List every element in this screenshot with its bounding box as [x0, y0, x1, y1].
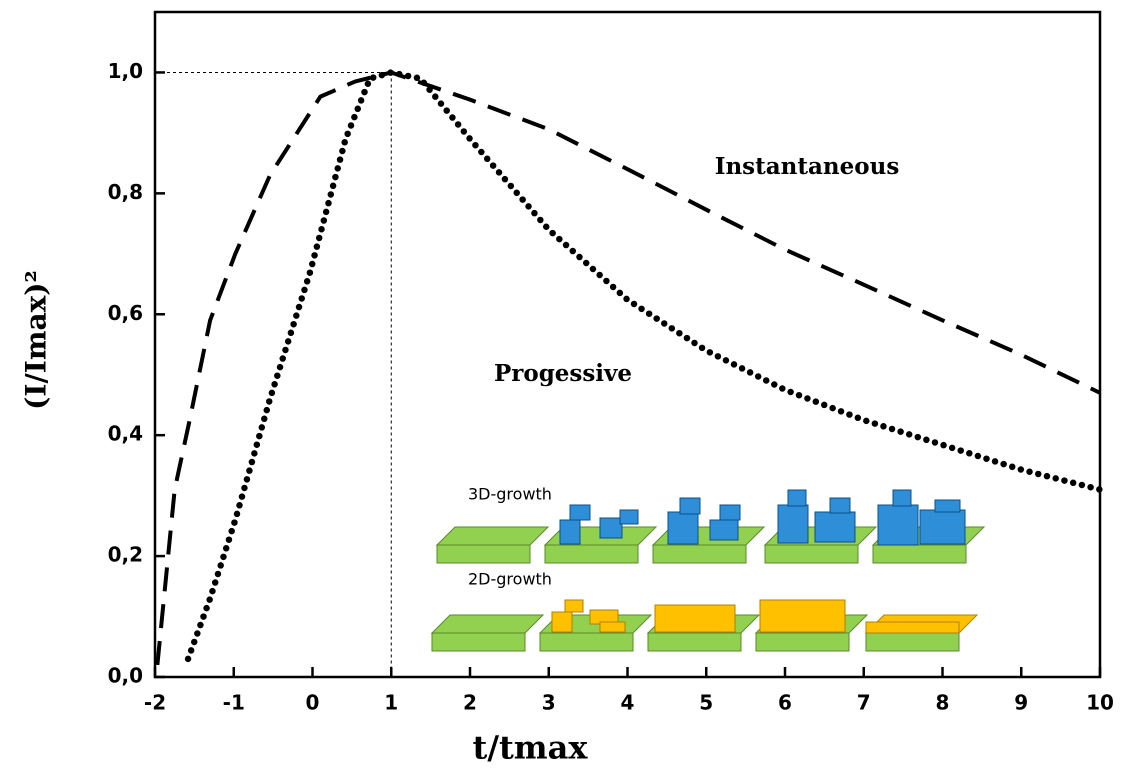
x-tick-label: 7: [857, 691, 871, 715]
y-tick-label: 1,0: [108, 59, 143, 83]
x-tick-label: 10: [1086, 691, 1114, 715]
x-tick-label: 0: [306, 691, 320, 715]
x-tick-label: 9: [1014, 691, 1028, 715]
y-axis-label: (I/Imax)²: [20, 270, 53, 410]
x-tick-label: 5: [699, 691, 713, 715]
y-tick-label: 0,8: [108, 180, 143, 204]
x-tick-label: 6: [778, 691, 792, 715]
series-line: [188, 72, 1100, 658]
x-tick-label: -1: [223, 691, 245, 715]
y-tick-label: 0,6: [108, 301, 143, 325]
x-tick-label: 2: [463, 691, 477, 715]
page: t/tmax (I/Imax)² Instantaneous Progessiv…: [0, 0, 1123, 769]
annotation: Progessive: [494, 360, 632, 387]
y-tick-label: 0,2: [108, 543, 143, 567]
chart: t/tmax (I/Imax)² Instantaneous Progessiv…: [0, 0, 1123, 769]
annotation: 3D-growth: [468, 485, 552, 504]
x-tick-label: -2: [144, 691, 166, 715]
y-tick-label: 0,4: [108, 422, 143, 446]
y-tick-label: 0,0: [108, 664, 143, 688]
annotation: Instantaneous: [715, 153, 900, 180]
plot-frame: [155, 12, 1100, 677]
x-tick-label: 4: [621, 691, 635, 715]
x-axis-label: t/tmax: [473, 729, 589, 767]
x-tick-label: 8: [936, 691, 950, 715]
x-tick-label: 3: [542, 691, 556, 715]
x-tick-label: 1: [384, 691, 398, 715]
annotation: 2D-growth: [468, 570, 552, 589]
